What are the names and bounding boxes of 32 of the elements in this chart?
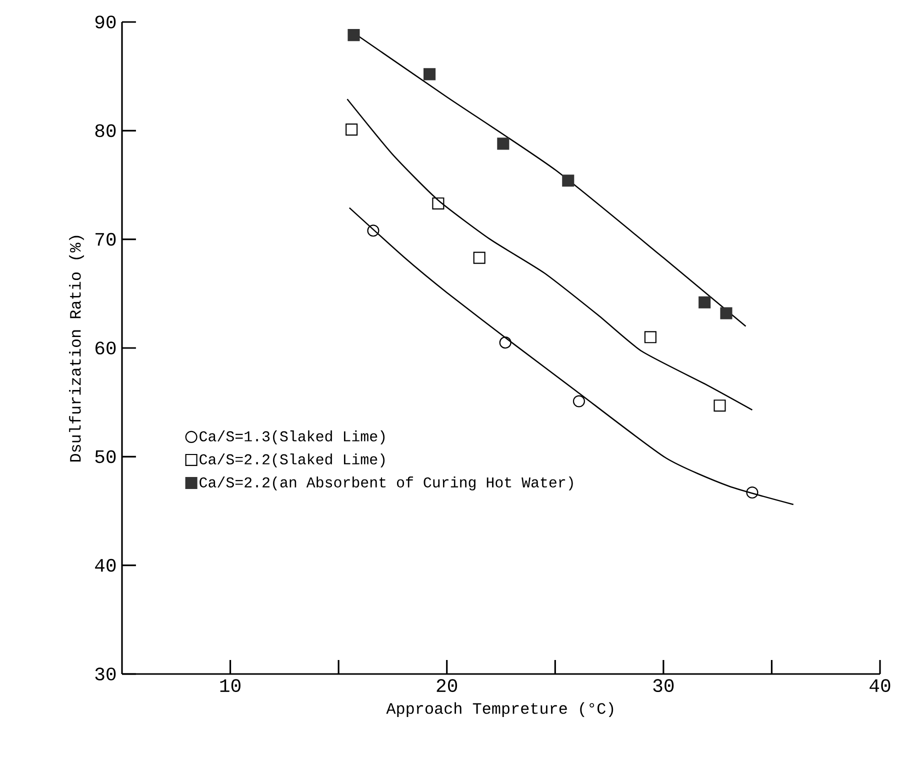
y-tick-label: 70 (96, 232, 116, 246)
y-tick-label: 80 (95, 124, 116, 138)
y-tick-label: 90 (95, 16, 116, 28)
point (497, 138, 510, 150)
point (572, 395, 585, 408)
point (714, 400, 726, 412)
y-axis-title: Dsulfurization Ratio (%) (69, 236, 84, 462)
point (367, 224, 380, 237)
point (746, 486, 758, 499)
point (346, 124, 358, 136)
point (644, 331, 656, 344)
point (720, 307, 732, 320)
legend-label: Ca/S=2.2(an Absorbent of Curing Hot Water) (200, 476, 573, 490)
legend-label: Ca/S=1.3(Slaked Lime) (200, 430, 385, 444)
point (499, 336, 512, 349)
line-series (346, 98, 753, 411)
point (424, 68, 436, 80)
point (348, 29, 360, 42)
x-tick-label: 20 (436, 679, 458, 692)
y-tick-label: 50 (95, 450, 116, 464)
point (698, 296, 711, 308)
point (473, 252, 486, 264)
y-tick-label: 60 (95, 342, 116, 354)
legend-label: Ca/S=2.2(Slaked Lime) (200, 453, 385, 468)
point (562, 174, 574, 187)
x-axis-title: Approach Tempreture (°C) (386, 702, 614, 718)
y-tick-label: 30 (95, 668, 116, 680)
point (432, 197, 444, 210)
x-tick-label: 10 (220, 679, 240, 692)
x-tick-label: 30 (653, 679, 674, 692)
x-tick-label: 40 (870, 679, 890, 692)
y-tick-label: 40 (95, 558, 116, 572)
